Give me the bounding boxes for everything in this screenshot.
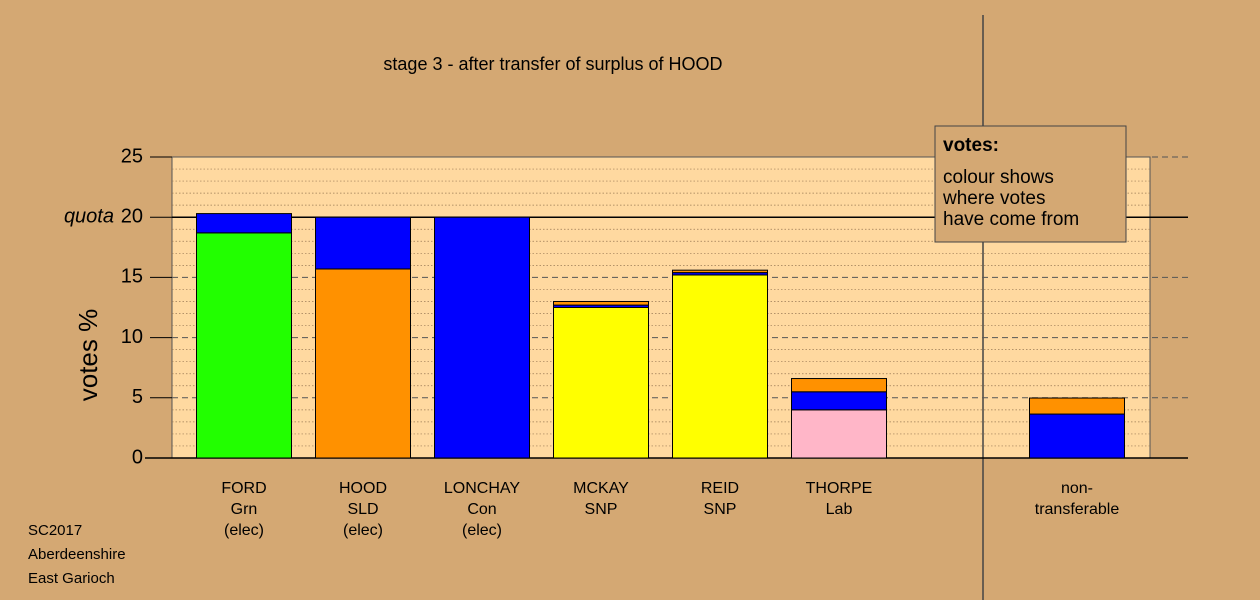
bar-segment	[196, 232, 292, 459]
bar-segment	[315, 216, 411, 270]
bar-segment	[196, 213, 292, 234]
y-tick-label: 25	[121, 145, 143, 167]
bar-segment	[553, 300, 649, 306]
legend-box	[934, 125, 1127, 243]
footer-text: SC2017	[28, 522, 82, 539]
x-tick-label: (elec)	[224, 522, 264, 539]
bar-segment	[315, 268, 411, 459]
chart-title: stage 3 - after transfer of surplus of H…	[383, 54, 722, 74]
y-tick-label: 10	[121, 326, 143, 348]
footer-text: East Garioch	[28, 570, 115, 587]
x-tick-label: transferable	[1035, 501, 1120, 518]
x-tick-label: SNP	[704, 501, 737, 518]
legend-text: have come from	[943, 209, 1079, 230]
bar-segment	[672, 274, 768, 459]
x-tick-label: REID	[701, 480, 739, 497]
x-tick-label: LONCHAY	[444, 480, 520, 497]
quota-label: quota	[64, 205, 114, 227]
bar-segment	[791, 409, 887, 459]
x-tick-label: Lab	[826, 501, 853, 518]
legend-text: colour shows	[943, 167, 1054, 188]
bar-segment	[1029, 397, 1125, 415]
x-tick-label: SNP	[585, 501, 618, 518]
x-tick-label: HOOD	[339, 480, 387, 497]
x-tick-label: Con	[467, 501, 496, 518]
bar-segment	[1029, 413, 1125, 459]
y-tick-label: 0	[132, 446, 143, 468]
x-tick-label: (elec)	[462, 522, 502, 539]
y-axis-label: votes %	[73, 309, 103, 402]
x-tick-label: THORPE	[806, 480, 873, 497]
x-tick-label: (elec)	[343, 522, 383, 539]
y-tick-label: 5	[132, 386, 143, 408]
legend-text: where votes	[942, 188, 1045, 209]
x-tick-label: Grn	[231, 501, 258, 518]
x-tick-label: SLD	[347, 501, 378, 518]
bar-segment	[553, 307, 649, 459]
x-tick-label: MCKAY	[573, 480, 629, 497]
bar-segment	[791, 391, 887, 411]
y-tick-label: 15	[121, 266, 143, 288]
bar-segment	[672, 269, 768, 274]
legend-title: votes:	[943, 135, 999, 156]
footer-text: Aberdeenshire	[28, 546, 126, 563]
x-tick-label: non-	[1061, 480, 1093, 497]
bar-segment	[434, 216, 530, 459]
y-tick-label: 20	[121, 205, 143, 227]
bar-segment	[791, 378, 887, 393]
x-tick-label: FORD	[221, 480, 266, 497]
